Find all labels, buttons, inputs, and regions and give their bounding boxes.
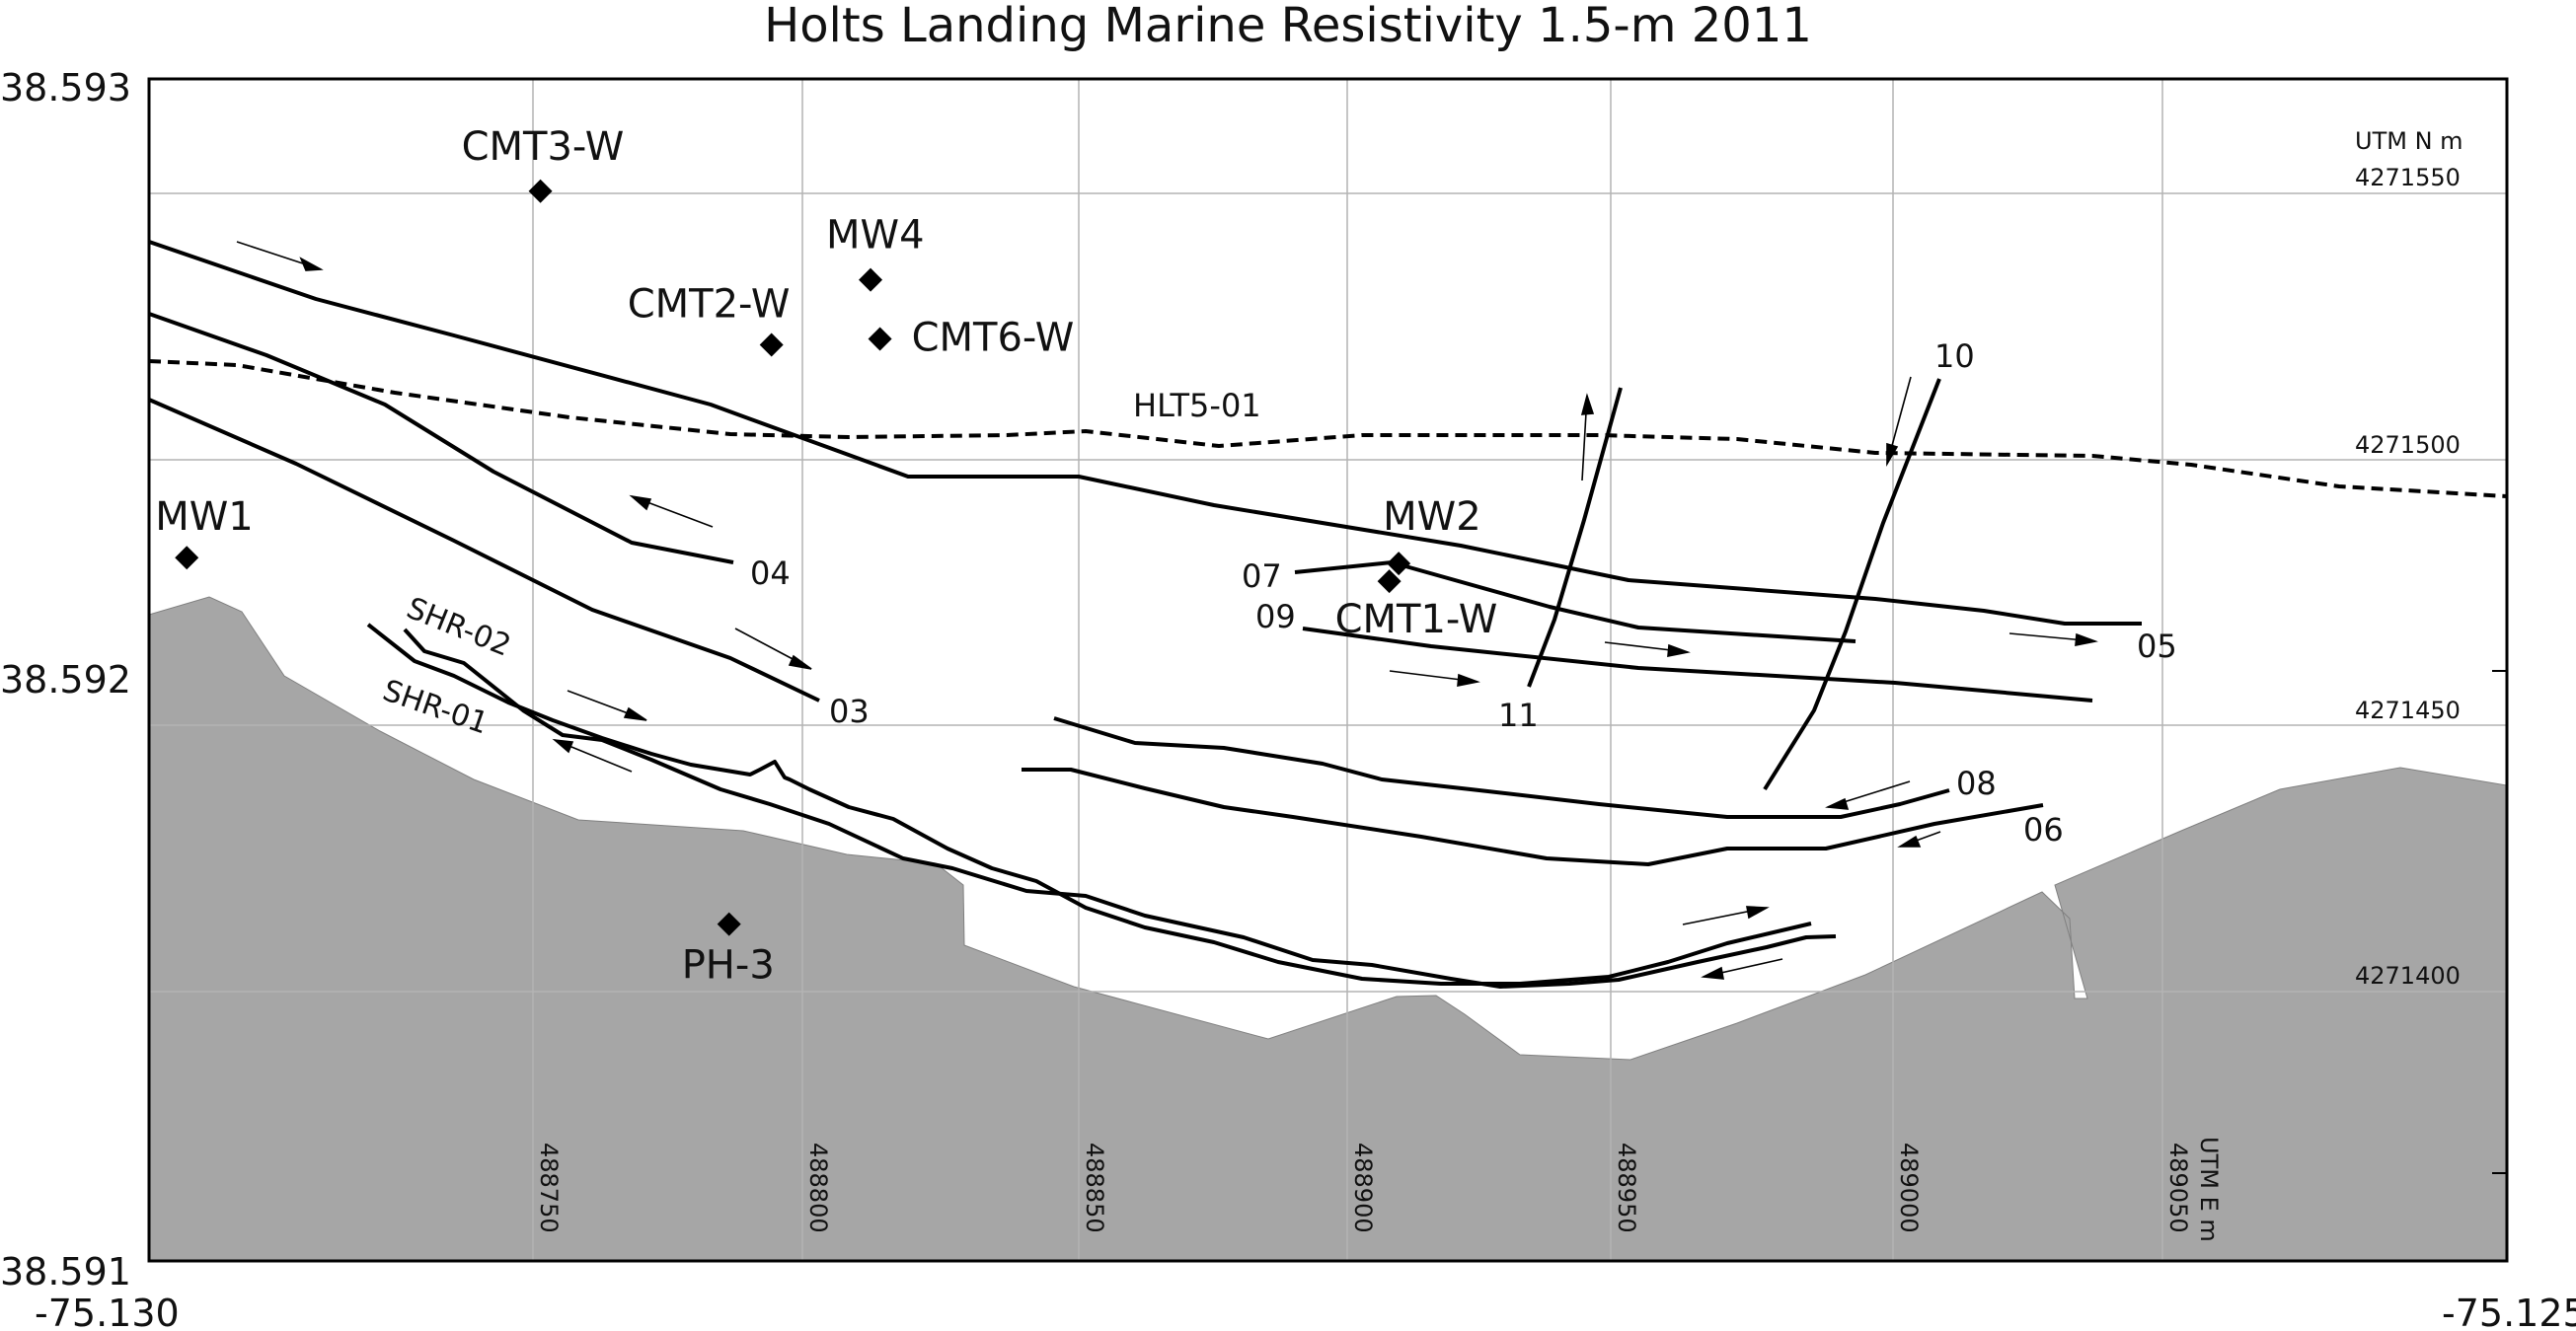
well-label: PH-3 [682, 943, 775, 989]
utm-n-tick-label: 4271550 [2355, 164, 2461, 191]
survey-line-label: SHR-01 [378, 673, 492, 741]
survey-line-03 [148, 398, 820, 702]
utm-e-unit-label: UTM E m [2195, 1137, 2223, 1242]
survey-line-hlt5-01 [148, 359, 2508, 498]
well-marker [859, 267, 883, 292]
well-label: MW1 [155, 494, 254, 540]
utm-n-tick-label: 4271400 [2355, 962, 2461, 990]
well-marker [717, 912, 741, 936]
survey-line-11 [1527, 387, 1623, 688]
well-marker [1387, 552, 1411, 576]
utm-e-tick-label: 488900 [1349, 1143, 1377, 1233]
survey-line-06 [1022, 768, 2044, 866]
survey-line-label: HLT5-01 [1133, 387, 1261, 424]
survey-line-shr-01 [366, 623, 1812, 986]
lon-left-label: -75.130 [35, 1292, 180, 1331]
well-marker [528, 179, 553, 203]
well-marker [759, 333, 784, 357]
well-label: CMT2-W [628, 282, 791, 328]
survey-line-10 [1763, 378, 1941, 791]
well-label: MW4 [826, 213, 925, 259]
survey-line-label: 07 [1242, 557, 1282, 595]
lat-bottom-label: 38.591 [0, 1250, 131, 1294]
utm-e-tick-label: 488850 [1081, 1143, 1108, 1233]
utm-e-tick-label: 488800 [804, 1143, 832, 1233]
utm-e-tick-label: 489050 [2164, 1143, 2192, 1233]
well-marker [868, 327, 892, 351]
well-label: MW2 [1383, 494, 1481, 540]
survey-line-07 [1294, 560, 1856, 643]
well-markers: CMT3-W CMT2-W MW4 CMT6-W MW1 MW2 CMT1-W PH-3 [155, 124, 1497, 989]
survey-line-04 [148, 312, 734, 564]
survey-line-label: 09 [1255, 598, 1296, 635]
survey-line-label: 10 [1934, 337, 1975, 375]
well-marker [1377, 569, 1402, 594]
survey-line-08 [1053, 716, 1950, 819]
survey-line-label: 05 [2137, 628, 2177, 665]
well-marker [175, 546, 199, 570]
map-title: Holts Landing Marine Resistivity 1.5-m 2… [764, 0, 1812, 53]
survey-line-label: SHR-02 [402, 591, 515, 664]
well-label: CMT1-W [1335, 597, 1498, 642]
utm-n-tick-label: 4271500 [2355, 431, 2461, 459]
well-label: CMT6-W [912, 316, 1075, 361]
direction-arrows [236, 241, 2098, 980]
survey-line-label: 08 [1956, 765, 1997, 802]
survey-line-label: 06 [2023, 811, 2064, 849]
utm-e-tick-label: 489000 [1895, 1143, 1923, 1233]
utm-e-tick-label: 488750 [535, 1143, 563, 1233]
lon-right-label: -75.125 [2442, 1292, 2576, 1331]
utm-n-tick-label: 4271450 [2355, 697, 2461, 724]
survey-line-09 [1302, 627, 2093, 702]
survey-line-05 [148, 240, 2142, 626]
survey-line-label: 04 [750, 555, 791, 592]
survey-line-label: 03 [829, 693, 870, 730]
well-label: CMT3-W [462, 124, 625, 170]
lat-top-label: 38.593 [0, 66, 131, 110]
shoreline-land [148, 596, 2508, 1262]
utm-n-unit-label: UTM N m [2355, 127, 2463, 155]
utm-e-tick-label: 488950 [1613, 1143, 1640, 1233]
lat-mid-label: 38.592 [0, 658, 131, 702]
survey-line-label: 11 [1498, 697, 1539, 734]
